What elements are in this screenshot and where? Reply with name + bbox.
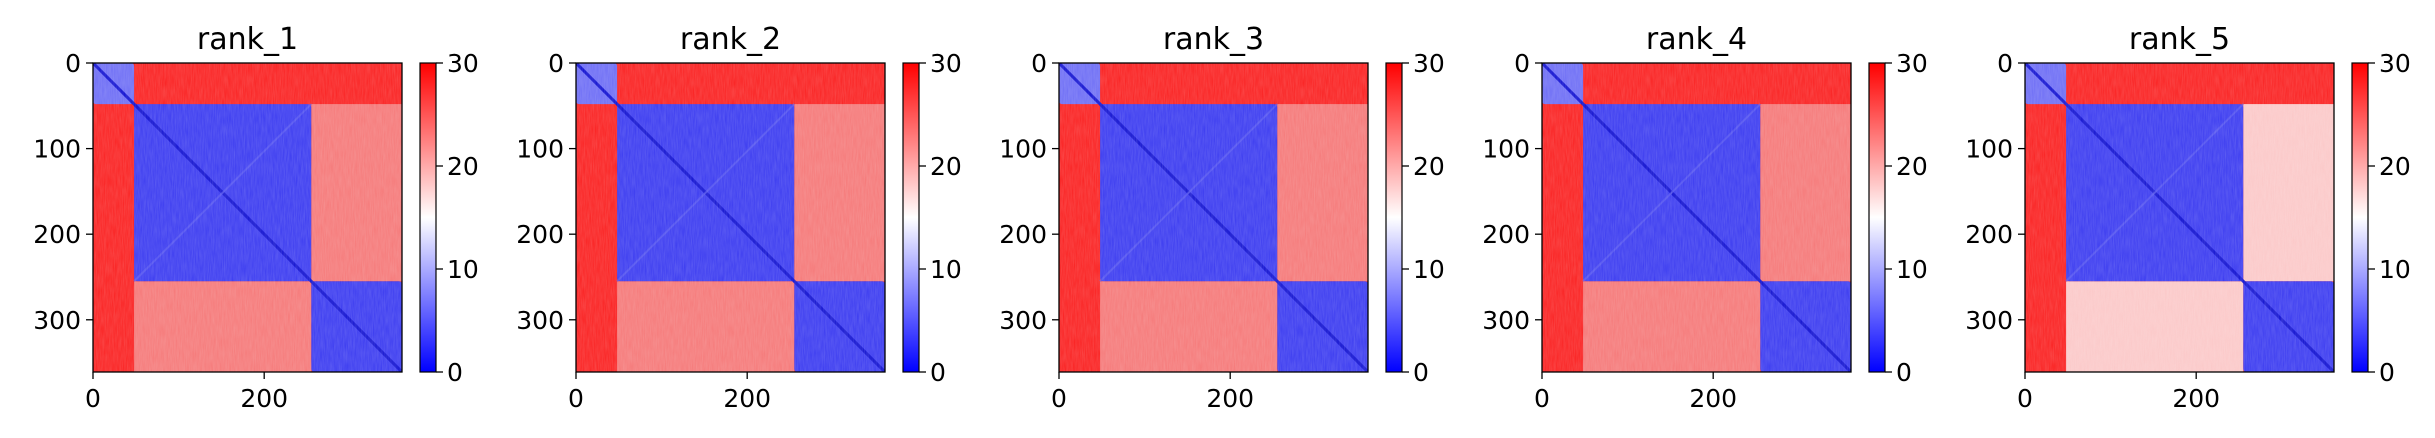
- y-tick-label: 0: [1031, 49, 1047, 78]
- colorbar-tick-label: 0: [447, 358, 463, 387]
- heatmap-panel-5: rank_5 0 100 200 300 0 200 0 10 20 30: [1965, 22, 2411, 413]
- x-tick-label: 200: [240, 384, 288, 413]
- y-tick-label: 0: [548, 49, 564, 78]
- y-tick-label: 300: [1965, 306, 2013, 335]
- axes-frame: [1058, 62, 1369, 373]
- y-tick-label: 200: [516, 220, 564, 249]
- x-tick-label: 0: [85, 384, 101, 413]
- heatmap-texture: [93, 63, 402, 372]
- colorbar-tick-label: 10: [1413, 255, 1445, 284]
- y-tick-label: 100: [516, 135, 564, 164]
- colorbar: [419, 62, 437, 373]
- axes-frame: [2024, 62, 2335, 373]
- colorbar-tick-label: 30: [1413, 49, 1445, 78]
- panel-title: rank_4: [1646, 22, 1747, 57]
- colorbar-tick-label: 20: [447, 152, 479, 181]
- colorbar: [1868, 62, 1886, 373]
- x-tick-label: 200: [723, 384, 771, 413]
- colorbar: [1385, 62, 1403, 373]
- colorbar-tick-label: 10: [930, 255, 962, 284]
- colorbar-tick-label: 20: [1413, 152, 1445, 181]
- heatmap-image: [1542, 63, 1851, 372]
- y-tick-label: 0: [65, 49, 81, 78]
- x-tick-label: 200: [1206, 384, 1254, 413]
- panel-title: rank_2: [680, 22, 781, 57]
- x-tick-label: 200: [2172, 384, 2220, 413]
- heatmap-texture: [1542, 63, 1851, 372]
- colorbar-tick-label: 30: [447, 49, 479, 78]
- y-tick-label: 200: [1482, 220, 1530, 249]
- heatmap-panel-1: rank_1 0 100 200 300 0 200 0 10 20 30: [33, 22, 479, 413]
- colorbar-tick-label: 0: [1896, 358, 1912, 387]
- heatmap-texture: [1059, 63, 1368, 372]
- panel-title: rank_1: [197, 22, 298, 57]
- colorbar-tick-label: 0: [2379, 358, 2395, 387]
- y-tick-label: 300: [516, 306, 564, 335]
- colorbar-tick-label: 10: [447, 255, 479, 284]
- heatmap-panel-2: rank_2 0 100 200 300 0 200 0 10 20 30: [516, 22, 962, 413]
- y-tick-label: 100: [33, 135, 81, 164]
- colorbar: [902, 62, 920, 373]
- heatmap-panel-3: rank_3 0 100 200 300 0 200 0 10 20 30: [999, 22, 1445, 413]
- colorbar-tick-label: 0: [930, 358, 946, 387]
- y-tick-label: 0: [1997, 49, 2013, 78]
- y-tick-label: 300: [33, 306, 81, 335]
- y-tick-label: 200: [1965, 220, 2013, 249]
- x-tick-label: 0: [568, 384, 584, 413]
- axes-frame: [92, 62, 403, 373]
- y-tick-label: 0: [1514, 49, 1530, 78]
- colorbar-tick-label: 20: [930, 152, 962, 181]
- y-tick-label: 200: [33, 220, 81, 249]
- y-tick-label: 300: [1482, 306, 1530, 335]
- colorbar-tick-label: 30: [930, 49, 962, 78]
- x-tick-label: 200: [1689, 384, 1737, 413]
- heatmap-image: [576, 63, 885, 372]
- x-tick-label: 0: [2017, 384, 2033, 413]
- heatmap-panel-4: rank_4 0 100 200 300 0 200 0 10 20 30: [1482, 22, 1928, 413]
- colorbar-tick-label: 20: [2379, 152, 2411, 181]
- y-tick-label: 100: [1482, 135, 1530, 164]
- colorbar-tick-label: 0: [1413, 358, 1429, 387]
- panel-title: rank_5: [2129, 22, 2230, 57]
- axes-frame: [575, 62, 886, 373]
- heatmap-image: [93, 63, 402, 372]
- colorbar-tick-label: 10: [1896, 255, 1928, 284]
- colorbar-tick-label: 30: [1896, 49, 1928, 78]
- colorbar: [2351, 62, 2369, 373]
- y-tick-label: 300: [999, 306, 1047, 335]
- heatmap-texture: [576, 63, 885, 372]
- heatmap-image: [2025, 63, 2334, 372]
- axes-frame: [1541, 62, 1852, 373]
- y-tick-label: 100: [1965, 135, 2013, 164]
- y-tick-label: 100: [999, 135, 1047, 164]
- heatmap-image: [1059, 63, 1368, 372]
- panel-title: rank_3: [1163, 22, 1264, 57]
- colorbar-tick-label: 10: [2379, 255, 2411, 284]
- x-tick-label: 0: [1051, 384, 1067, 413]
- y-tick-label: 200: [999, 220, 1047, 249]
- colorbar-tick-label: 30: [2379, 49, 2411, 78]
- colorbar-tick-label: 20: [1896, 152, 1928, 181]
- x-tick-label: 0: [1534, 384, 1550, 413]
- heatmap-texture: [2025, 63, 2334, 372]
